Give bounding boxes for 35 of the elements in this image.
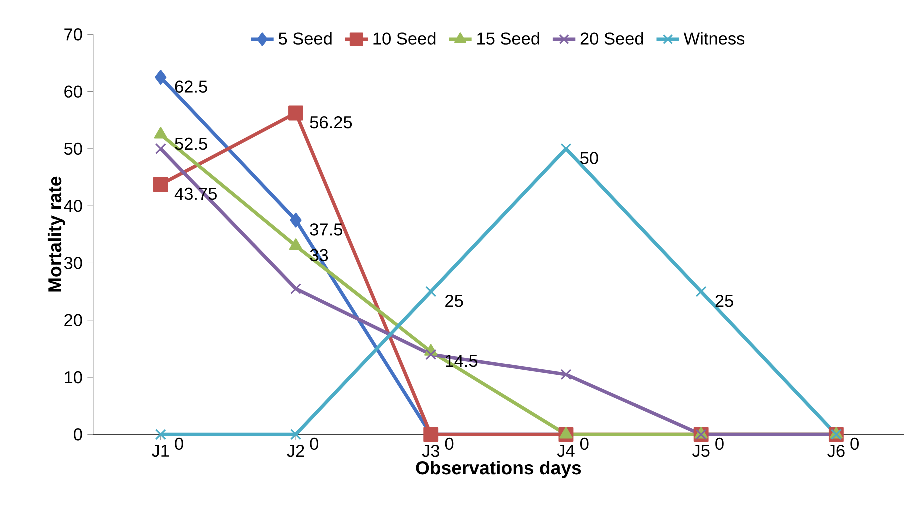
x-tick-label: J2 xyxy=(287,444,304,458)
y-tick-label: 40 xyxy=(64,200,82,212)
y-tick-label: 60 xyxy=(64,86,82,98)
x-tick-label: J6 xyxy=(828,444,845,458)
x-tick-label: J1 xyxy=(152,444,170,457)
y-tick-label: 10 xyxy=(65,371,82,384)
legend-label: 15 Seed xyxy=(478,32,540,45)
data-label: 0 xyxy=(310,438,319,450)
x-tick-label: J4 xyxy=(557,444,575,457)
y-tick-label: 30 xyxy=(64,256,82,270)
data-label: 0 xyxy=(175,438,184,450)
y-tick-label: 20 xyxy=(64,314,82,326)
y-axis-title: Mortality rate xyxy=(48,176,66,292)
data-label: 25 xyxy=(446,294,464,308)
data-label: 0 xyxy=(850,438,859,450)
data-label: 0 xyxy=(716,438,724,450)
data-label: 37.5 xyxy=(310,223,342,236)
data-label: 62.5 xyxy=(175,80,208,93)
data-label: 0 xyxy=(580,438,589,450)
data-label: 25 xyxy=(716,294,734,308)
y-tick-label: 50 xyxy=(64,142,82,155)
data-label: 50 xyxy=(580,152,598,164)
y-tick-label: 0 xyxy=(74,428,82,441)
data-label: 0 xyxy=(445,438,454,450)
data-label: 56.25 xyxy=(310,116,352,129)
x-tick-label: J5 xyxy=(692,444,710,457)
data-label: 14.5 xyxy=(446,354,478,368)
x-tick-label: J3 xyxy=(422,444,440,458)
legend-label: 5 Seed xyxy=(278,32,332,45)
legend-label: Witness xyxy=(684,32,745,45)
y-tick-label: 70 xyxy=(64,28,82,41)
legend-label: 20 Seed xyxy=(580,32,644,45)
x-axis-title: Observations days xyxy=(416,460,582,478)
legend-label: 10 Seed xyxy=(374,32,436,45)
data-label: 52.5 xyxy=(175,138,208,150)
